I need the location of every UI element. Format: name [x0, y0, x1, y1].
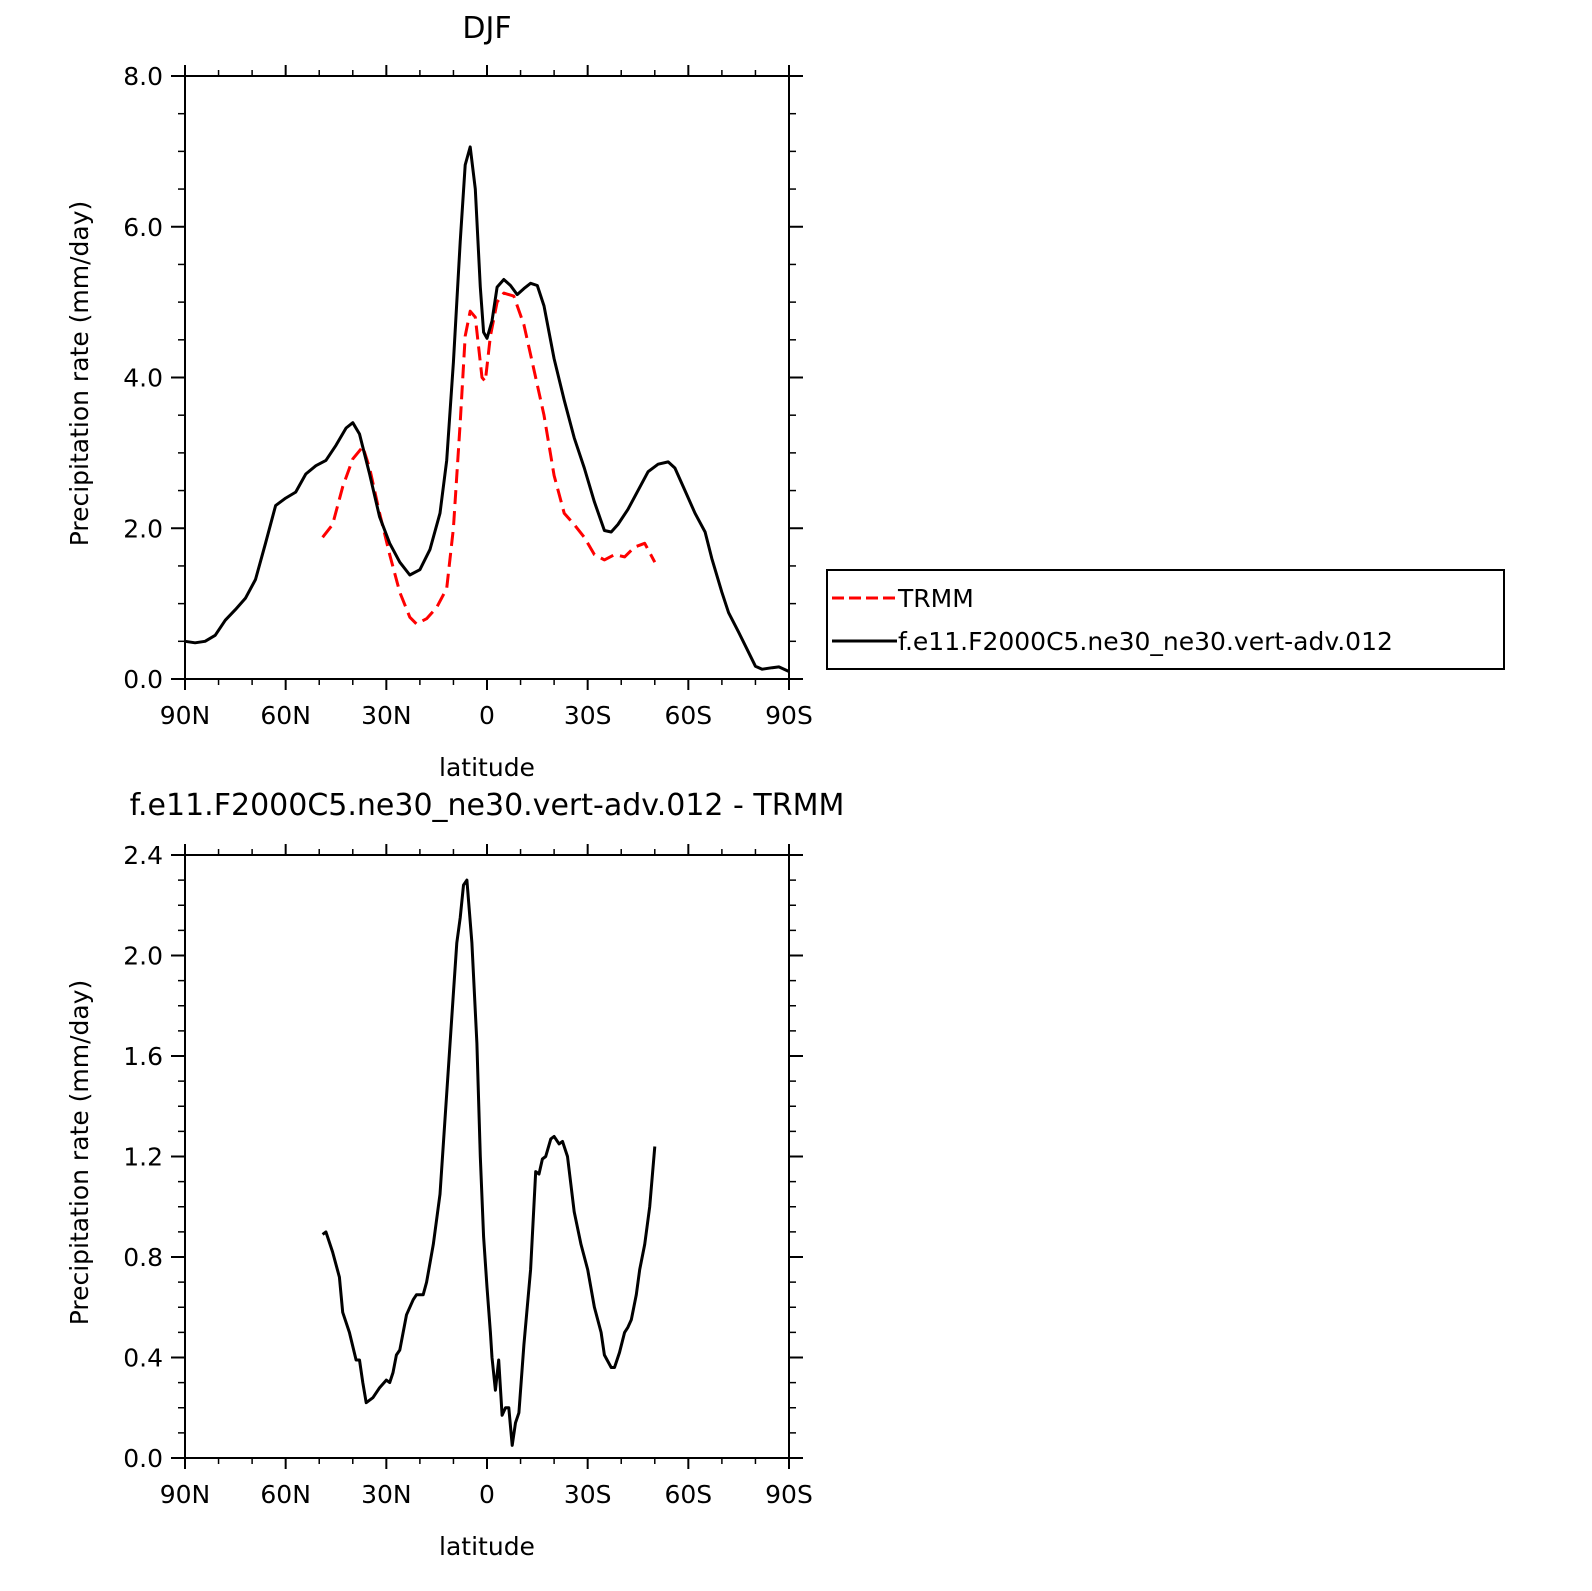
- x-tick-label: 90S: [765, 701, 813, 730]
- y-tick-label: 2.0: [123, 514, 163, 543]
- x-tick-label: 0: [479, 701, 495, 730]
- y-tick-label: 4.0: [123, 364, 163, 393]
- x-tick-label: 90N: [160, 1480, 211, 1509]
- plot-frame: [184, 854, 790, 1459]
- y-tick-label: 6.0: [123, 213, 163, 242]
- legend-box: [826, 569, 1505, 670]
- x-tick-label: 0: [479, 1480, 495, 1509]
- legend-label: TRMM: [897, 584, 974, 613]
- x-tick-label: 30S: [564, 701, 612, 730]
- series-line: [184, 145, 790, 673]
- y-tick-label: 1.6: [123, 1042, 163, 1071]
- legend-label: f.e11.F2000C5.ne30_ne30.vert-adv.012: [898, 627, 1393, 656]
- x-tick-label: 60S: [664, 701, 712, 730]
- x-tick-label: 30N: [361, 701, 412, 730]
- y-tick-label: 8.0: [123, 62, 163, 91]
- x-axis-label: latitude: [439, 1532, 535, 1561]
- x-tick-label: 90S: [765, 1480, 813, 1509]
- y-axis-label: Precipitation rate (mm/day): [65, 980, 94, 1326]
- series-line: [321, 878, 657, 1447]
- panel-djf: DJF 90N 60N 30N 0 30S 60S 90S 0.0 2.0 4.0 6.0 8.0 lat…: [65, 11, 1505, 782]
- x-tick-label: 90N: [160, 701, 211, 730]
- x-tick-label: 30N: [361, 1480, 412, 1509]
- x-tick-label: 60N: [260, 701, 311, 730]
- chart-title: f.e11.F2000C5.ne30_ne30.vert-adv.012 - T…: [130, 788, 845, 823]
- y-tick-label: 0.8: [123, 1243, 163, 1272]
- series-line: [321, 291, 657, 626]
- y-tick-label: 0.0: [123, 1444, 163, 1473]
- y-axis-label: Precipitation rate (mm/day): [65, 201, 94, 547]
- plot-frame: [184, 75, 790, 680]
- x-tick-label: 30S: [564, 1480, 612, 1509]
- y-tick-label: 2.0: [123, 942, 163, 971]
- x-tick-label: 60S: [664, 1480, 712, 1509]
- y-tick-label: 0.4: [123, 1344, 163, 1373]
- x-tick-label: 60N: [260, 1480, 311, 1509]
- y-tick-label: 2.4: [123, 841, 163, 870]
- y-tick-label: 1.2: [123, 1143, 163, 1172]
- y-tick-label: 0.0: [123, 665, 163, 694]
- panel-difference: f.e11.F2000C5.ne30_ne30.vert-adv.012 - T…: [65, 788, 844, 1561]
- x-axis-label: latitude: [439, 753, 535, 782]
- chart-title: DJF: [462, 11, 511, 46]
